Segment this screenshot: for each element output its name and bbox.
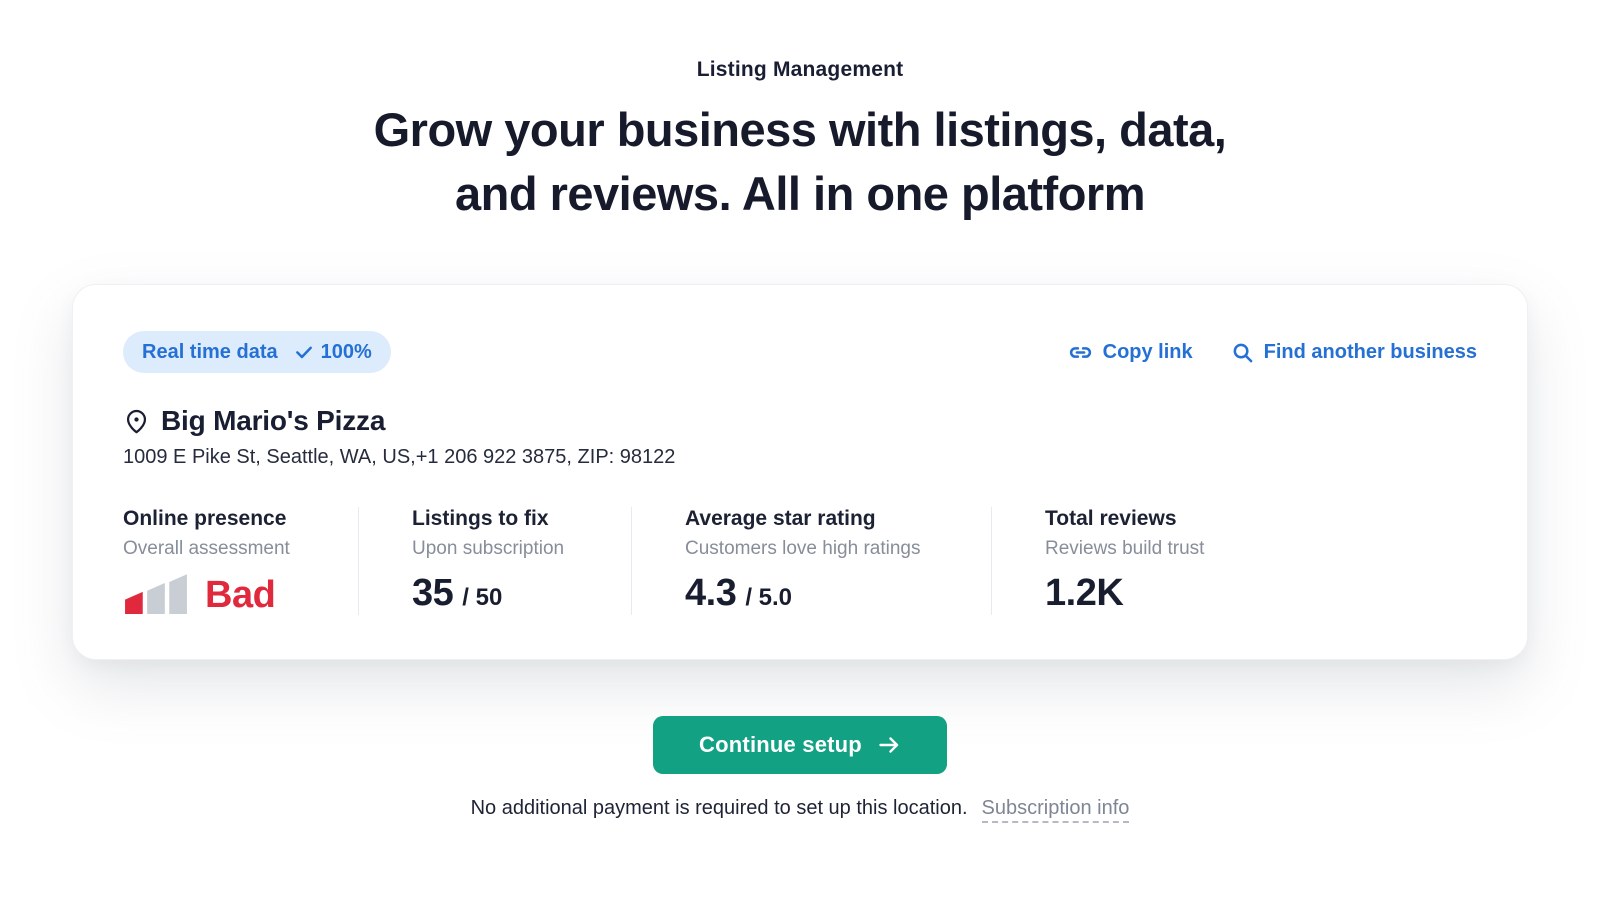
stat-total-reviews: Total reviews Reviews build trust 1.2K [991,507,1477,615]
stat-value: 35 / 50 [412,572,611,615]
link-icon [1069,346,1091,358]
stat-value: Bad [123,572,338,614]
stat-value-number: 4.3 [685,572,737,614]
check-icon [295,346,312,359]
search-icon [1233,343,1253,362]
footer-note-row: No additional payment is required to set… [0,797,1600,823]
copy-link-label: Copy link [1102,340,1193,363]
continue-setup-label: Continue setup [699,732,862,757]
status-badge: Bad [205,574,276,616]
hero-line-2: and reviews. All in one platform [454,167,1146,220]
real-time-data-badge: Real time data 100% [123,331,391,373]
subscription-info-link[interactable]: Subscription info [981,797,1130,823]
page-title: Listing Management [696,58,904,81]
stat-average-star-rating: Average star rating Customers love high … [631,507,991,615]
stat-title: Listings to fix [412,507,549,530]
stat-subtitle: Upon subscription [412,538,565,559]
stat-subtitle: Customers love high ratings [685,538,921,559]
stat-value-suffix: / 5.0 [745,584,793,611]
business-name: Big Mario's Pizza [161,405,386,436]
stat-online-presence: Online presence Overall assessment Bad [123,507,358,615]
card-actions: Copy link Find another business [1068,340,1477,365]
find-another-business-label: Find another business [1263,340,1477,363]
find-another-business-button[interactable]: Find another business [1231,341,1477,364]
stat-value-number: 1.2K [1045,572,1124,614]
stat-listings-to-fix: Listings to fix Upon subscription 35 / 5… [358,507,631,615]
stat-subtitle: Overall assessment [123,538,290,559]
payment-note: No additional payment is required to set… [470,797,968,819]
stat-title: Online presence [123,507,287,530]
stat-title: Average star rating [685,507,876,530]
stat-value: 1.2K [1045,572,1457,615]
badge-percentage: 100% [320,340,372,363]
business-summary-card: Real time data 100% Copy link Find anoth… [72,284,1528,660]
business-name-row: Big Mario's Pizza [123,405,1477,437]
signal-bars-icon [125,574,187,614]
stat-subtitle: Reviews build trust [1045,538,1205,559]
continue-setup-button[interactable]: Continue setup [653,716,947,774]
badge-score: 100% [294,341,372,364]
business-address: 1009 E Pike St, Seattle, WA, US,+1 206 9… [123,446,676,468]
stat-value-number: 35 [412,572,454,614]
stat-value-suffix: / 50 [462,584,503,611]
stat-title: Total reviews [1045,507,1177,530]
stats-row: Online presence Overall assessment Bad L… [123,507,1477,615]
location-pin-icon [126,409,147,433]
card-header-row: Real time data 100% Copy link Find anoth… [123,331,1477,373]
copy-link-button[interactable]: Copy link [1068,340,1193,365]
hero-line-1: Grow your business with listings, data, [373,103,1227,156]
arrow-right-icon [879,737,899,753]
stat-value: 4.3 / 5.0 [685,572,971,615]
hero-heading: Grow your business with listings, data, a… [0,98,1600,226]
badge-label: Real time data [142,340,278,363]
